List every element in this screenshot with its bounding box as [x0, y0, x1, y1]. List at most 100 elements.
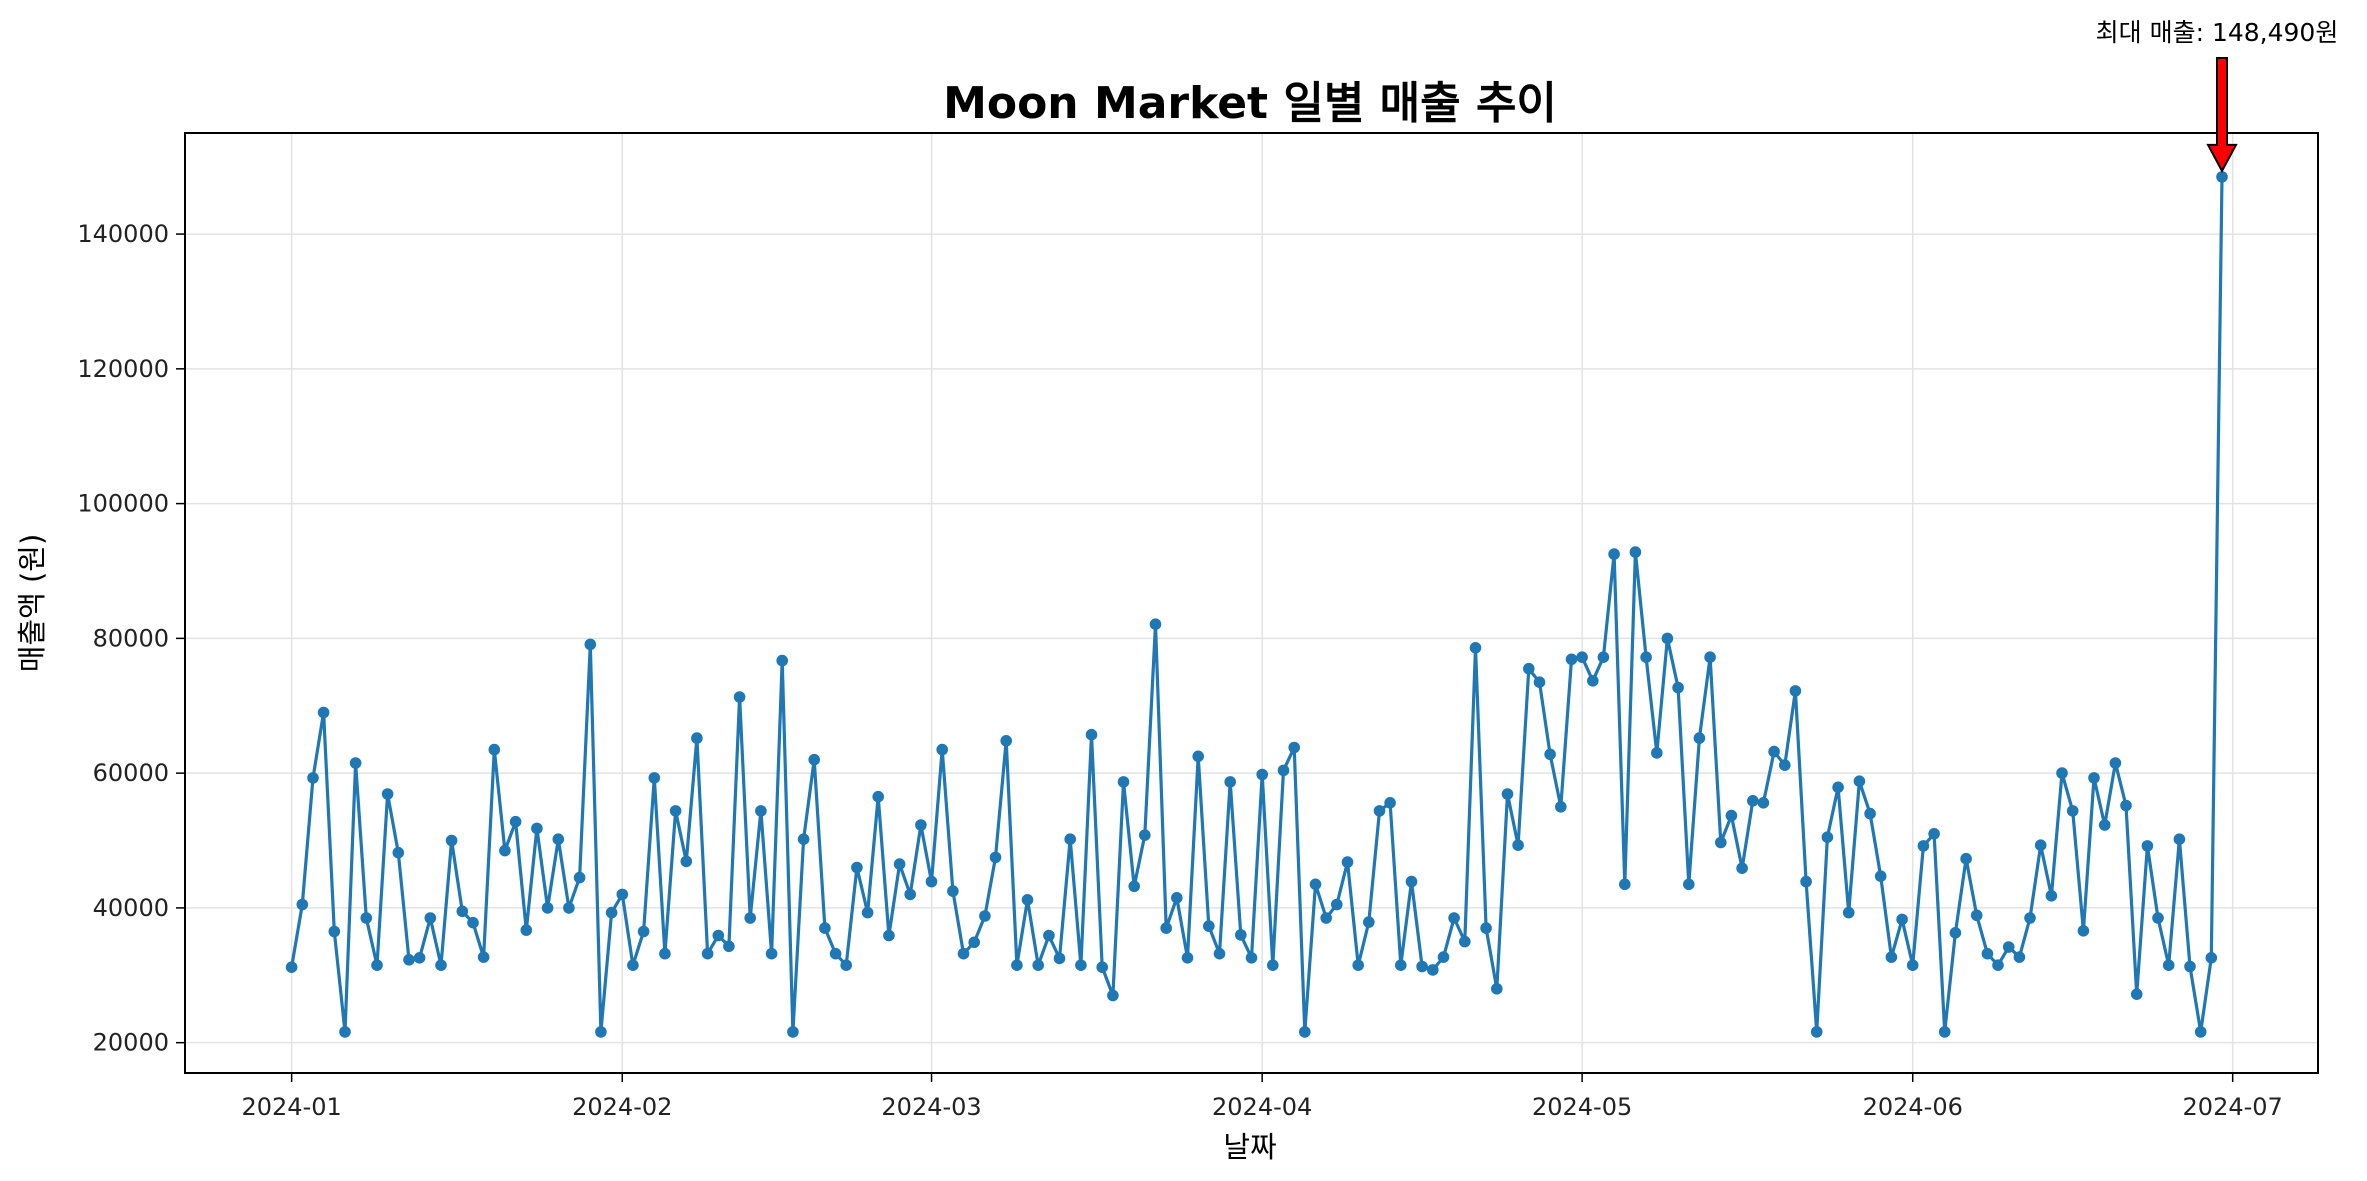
data-point — [1619, 878, 1631, 891]
data-point — [1267, 959, 1279, 971]
data-point — [445, 834, 458, 847]
data-point — [1299, 1026, 1311, 1038]
data-point — [1053, 952, 1066, 965]
data-point — [541, 902, 554, 914]
data-point — [1842, 906, 1855, 919]
data-point — [1789, 685, 1802, 697]
data-point — [2173, 833, 2186, 845]
data-point — [2162, 959, 2175, 971]
data-point — [829, 947, 842, 960]
data-point — [1832, 781, 1844, 794]
data-point — [1683, 878, 1695, 891]
data-point — [2141, 840, 2154, 852]
chart-title: Moon Market 일별 매출 추이 — [943, 78, 1557, 129]
x-tick-label: 2024-07 — [2183, 1093, 2283, 1121]
data-point — [1320, 912, 1332, 924]
data-point — [1736, 862, 1748, 874]
data-point — [552, 833, 565, 845]
data-point — [1021, 894, 1034, 906]
data-point — [1096, 961, 1108, 973]
data-point — [509, 815, 522, 828]
data-point — [1363, 916, 1375, 928]
data-point — [637, 925, 650, 938]
data-point — [1960, 852, 1972, 865]
data-point — [904, 888, 916, 901]
data-point — [840, 959, 852, 971]
data-point — [1810, 1026, 1823, 1038]
data-point — [1512, 839, 1524, 851]
x-tick-label: 2024-03 — [881, 1093, 981, 1121]
data-point — [2130, 988, 2143, 1000]
data-point — [1437, 951, 1450, 963]
y-tick-label: 20000 — [93, 1029, 169, 1057]
data-point — [1672, 681, 1684, 694]
data-point — [573, 871, 586, 884]
data-point — [797, 833, 810, 845]
data-point — [456, 905, 469, 918]
data-point — [1523, 662, 1535, 675]
data-point — [1373, 805, 1386, 817]
data-point — [1821, 831, 1834, 843]
data-point — [1256, 768, 1268, 781]
data-point — [1459, 935, 1471, 948]
y-tick-label: 140000 — [77, 220, 169, 248]
data-point — [776, 654, 788, 667]
data-point — [1896, 913, 1908, 926]
data-point — [1725, 809, 1738, 822]
data-point — [1608, 548, 1620, 560]
data-point — [2152, 912, 2164, 924]
data-point — [883, 929, 895, 942]
data-point — [2034, 839, 2047, 851]
data-point — [349, 757, 362, 769]
data-point — [1853, 775, 1866, 787]
data-point — [584, 638, 597, 651]
data-point — [2066, 805, 2079, 817]
data-point — [2184, 960, 2196, 973]
series-daily-sales — [285, 171, 2228, 1038]
data-point — [648, 772, 661, 784]
data-point — [1555, 801, 1567, 813]
data-point — [413, 952, 426, 964]
data-point — [403, 954, 415, 966]
data-point — [1469, 642, 1482, 654]
data-point — [627, 959, 639, 971]
data-point — [819, 922, 831, 934]
data-point — [296, 898, 309, 911]
data-point — [1917, 840, 1930, 852]
data-point — [1192, 750, 1204, 763]
data-point — [2120, 799, 2132, 812]
data-point — [755, 805, 767, 817]
data-point — [1075, 959, 1087, 971]
y-tick-label: 120000 — [77, 355, 169, 383]
data-point — [1427, 964, 1439, 976]
data-point — [979, 910, 991, 922]
data-point — [712, 929, 725, 942]
x-tick-label: 2024-04 — [1212, 1093, 1312, 1121]
data-point — [669, 805, 682, 817]
data-point — [477, 951, 490, 963]
data-point — [2194, 1026, 2207, 1038]
data-point — [744, 912, 756, 924]
data-point — [1757, 797, 1770, 809]
data-point — [659, 947, 671, 960]
data-point — [2216, 171, 2228, 183]
data-point — [787, 1026, 799, 1038]
data-point — [957, 947, 970, 960]
data-point — [1341, 856, 1354, 868]
data-point — [1224, 776, 1236, 788]
data-point — [424, 912, 437, 924]
data-point — [1181, 952, 1194, 964]
data-point — [968, 936, 980, 949]
data-point — [2098, 819, 2111, 831]
data-point — [723, 940, 735, 953]
data-point — [1544, 748, 1556, 761]
data-point — [851, 861, 863, 874]
data-point — [1501, 788, 1514, 800]
plot-area-frame — [184, 132, 2319, 1074]
data-point — [1277, 764, 1290, 777]
data-point — [691, 732, 703, 744]
data-point — [1629, 546, 1642, 558]
data-point — [1288, 741, 1300, 754]
x-tick-label: 2024-01 — [242, 1093, 342, 1121]
